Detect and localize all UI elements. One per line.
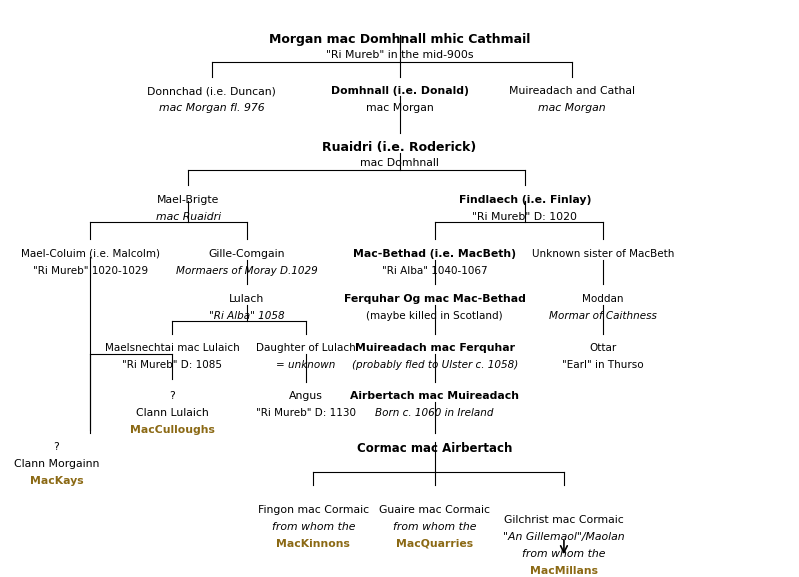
Text: (probably fled to Ulster c. 1058): (probably fled to Ulster c. 1058) [352, 360, 518, 370]
Text: Clann Lulaich: Clann Lulaich [136, 409, 209, 418]
Text: Gille-Comgain: Gille-Comgain [209, 249, 285, 259]
Text: Ferquhar Og mac Mac-Bethad: Ferquhar Og mac Mac-Bethad [344, 294, 526, 304]
Text: Mac-Bethad (i.e. MacBeth): Mac-Bethad (i.e. MacBeth) [353, 249, 516, 259]
Text: from whom the: from whom the [272, 522, 355, 532]
Text: MacMillans: MacMillans [530, 565, 598, 576]
Text: Muireadach and Cathal: Muireadach and Cathal [509, 86, 634, 96]
Text: mac Ruaidri: mac Ruaidri [156, 212, 221, 222]
Text: Ruaidri (i.e. Roderick): Ruaidri (i.e. Roderick) [322, 141, 477, 155]
Text: Guaire mac Cormaic: Guaire mac Cormaic [380, 505, 491, 515]
Text: Daughter of Lulach: Daughter of Lulach [256, 343, 356, 353]
Text: Mael-Coluim (i.e. Malcolm): Mael-Coluim (i.e. Malcolm) [21, 249, 160, 259]
Text: = unknown: = unknown [276, 360, 336, 370]
Text: MacKays: MacKays [30, 476, 83, 486]
Text: Donnchad (i.e. Duncan): Donnchad (i.e. Duncan) [147, 86, 276, 96]
Text: ?: ? [169, 391, 175, 402]
Text: Clann Morgainn: Clann Morgainn [14, 459, 99, 469]
Text: Lulach: Lulach [229, 294, 264, 304]
Text: Morgan mac Domhnall mhic Cathmail: Morgan mac Domhnall mhic Cathmail [268, 33, 531, 46]
Text: Domhnall (i.e. Donald): Domhnall (i.e. Donald) [331, 86, 468, 96]
Text: "Earl" in Thurso: "Earl" in Thurso [562, 360, 644, 370]
Text: Mael-Brigte: Mael-Brigte [157, 195, 219, 205]
Text: Mormaers of Moray D.1029: Mormaers of Moray D.1029 [176, 266, 318, 276]
Text: Born c. 1060 in Ireland: Born c. 1060 in Ireland [376, 409, 494, 418]
Text: "Ri Mureb" 1020-1029: "Ri Mureb" 1020-1029 [33, 266, 148, 276]
Text: "Ri Mureb" in the mid-900s: "Ri Mureb" in the mid-900s [326, 50, 473, 60]
Text: Gilchrist mac Cormaic: Gilchrist mac Cormaic [504, 515, 624, 524]
Text: Moddan: Moddan [582, 294, 624, 304]
Text: MacKinnons: MacKinnons [276, 539, 350, 549]
Text: Unknown sister of MacBeth: Unknown sister of MacBeth [532, 249, 674, 259]
Text: "Ri Mureb" D: 1130: "Ri Mureb" D: 1130 [256, 409, 356, 418]
Text: Fingon mac Cormaic: Fingon mac Cormaic [258, 505, 369, 515]
Text: Muireadach mac Ferquhar: Muireadach mac Ferquhar [355, 343, 515, 353]
Text: from whom the: from whom the [523, 549, 606, 559]
Text: Angus: Angus [288, 391, 323, 402]
Text: mac Morgan: mac Morgan [366, 103, 433, 113]
Text: mac Domhnall: mac Domhnall [360, 159, 439, 168]
Text: Airbertach mac Muireadach: Airbertach mac Muireadach [350, 391, 519, 402]
Text: "Ri Alba" 1058: "Ri Alba" 1058 [209, 311, 284, 321]
Text: from whom the: from whom the [393, 522, 476, 532]
Text: Cormac mac Airbertach: Cormac mac Airbertach [357, 443, 512, 455]
Text: "Ri Mureb" D: 1085: "Ri Mureb" D: 1085 [122, 360, 222, 370]
Text: "An Gillemaol"/Maolan: "An Gillemaol"/Maolan [503, 531, 625, 542]
Text: (maybe killed in Scotland): (maybe killed in Scotland) [367, 311, 503, 321]
Text: Maelsnechtai mac Lulaich: Maelsnechtai mac Lulaich [105, 343, 240, 353]
Text: ?: ? [54, 443, 59, 452]
Text: Mormar of Caithness: Mormar of Caithness [549, 311, 657, 321]
Text: MacCulloughs: MacCulloughs [130, 425, 215, 435]
Text: Findlaech (i.e. Finlay): Findlaech (i.e. Finlay) [459, 195, 591, 205]
Text: MacQuarries: MacQuarries [396, 539, 473, 549]
Text: "Ri Alba" 1040-1067: "Ri Alba" 1040-1067 [382, 266, 487, 276]
Text: mac Morgan fl. 976: mac Morgan fl. 976 [159, 103, 264, 113]
Text: mac Morgan: mac Morgan [538, 103, 606, 113]
Text: Ottar: Ottar [590, 343, 617, 353]
Text: "Ri Mureb" D: 1020: "Ri Mureb" D: 1020 [472, 212, 578, 222]
